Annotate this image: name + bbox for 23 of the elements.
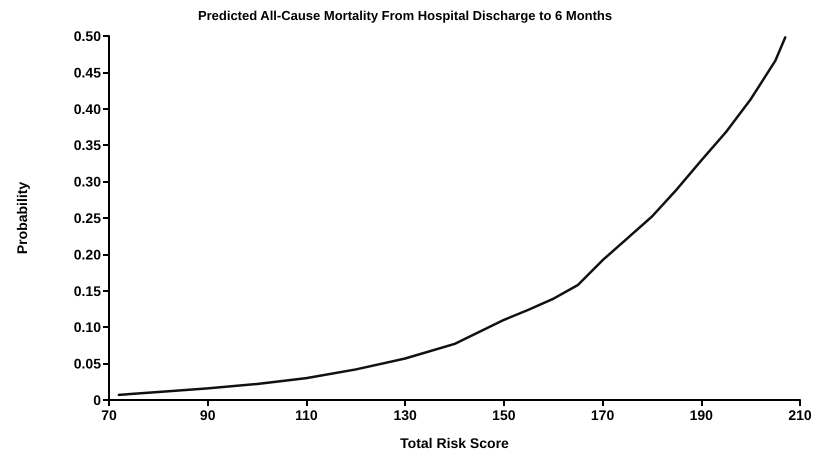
y-tick-label: 0.30: [74, 174, 102, 190]
x-tick-label: 70: [101, 407, 117, 423]
y-axis-title: Probability: [14, 182, 30, 254]
x-tick-label: 110: [295, 407, 318, 423]
y-tick-label: 0.15: [74, 282, 102, 299]
x-tick-label: 90: [200, 407, 216, 423]
y-tick-label: 0.45: [74, 64, 102, 80]
y-tick-label: 0.25: [74, 210, 102, 226]
y-tick-label: 0.20: [74, 246, 102, 262]
x-tick-label: 130: [393, 407, 418, 423]
y-tick-label: 0.05: [74, 356, 102, 372]
y-tick-label: 0.10: [74, 319, 102, 336]
x-tick-label: 210: [788, 407, 812, 423]
y-tick-label: 0.50: [74, 28, 102, 44]
x-tick-label: 150: [492, 407, 516, 423]
x-axis-title: Total Risk Score: [400, 435, 510, 451]
line-series: [118, 36, 786, 396]
y-tick-label: 0: [93, 392, 102, 408]
y-tick-label: 0.40: [74, 100, 102, 117]
y-tick-label: 0.35: [74, 137, 102, 154]
x-tick-label: 190: [690, 407, 714, 423]
x-tick-label: 170: [590, 407, 614, 423]
chart-title: Predicted All-Cause Mortality From Hospital Discharge to 6 Months: [198, 8, 612, 23]
